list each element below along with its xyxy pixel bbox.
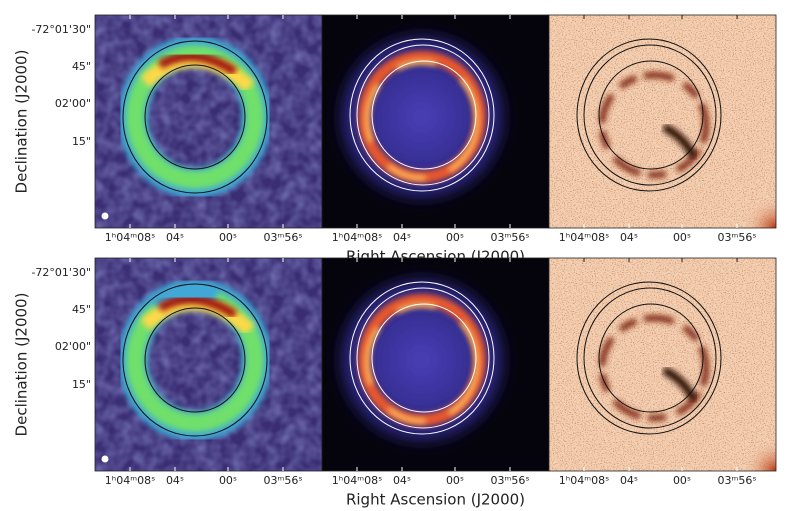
y-tick-label: 45" <box>72 303 91 316</box>
y-tick-label: -72°01'30" <box>31 23 91 36</box>
image-panel <box>548 14 777 229</box>
contour <box>122 283 268 437</box>
beam <box>101 212 109 220</box>
x-tick-label: 1ʰ04ᵐ08ˢ <box>559 231 609 244</box>
ring-hot <box>365 60 479 180</box>
contour <box>371 60 477 170</box>
x-tick-label: 1ʰ04ᵐ08ˢ <box>105 474 155 487</box>
contour <box>349 38 495 192</box>
hot-arc <box>157 52 238 76</box>
x-tick-label: 00ˢ <box>219 231 237 244</box>
dark-knot <box>662 366 698 402</box>
contour <box>144 307 246 413</box>
panel-frame <box>548 257 777 472</box>
image-panel <box>548 257 777 472</box>
x-tick-label: 03ᵐ56ˢ <box>491 231 530 244</box>
dark-knot <box>662 123 698 159</box>
x-tick-label: 04ˢ <box>166 474 184 487</box>
x-tick-label: 1ʰ04ᵐ08ˢ <box>332 474 382 487</box>
y-axis-label: Declination (J2000) <box>13 50 31 194</box>
y-tick-label: -72°01'30" <box>31 266 91 279</box>
image-panel <box>321 14 550 229</box>
y-tick-label: 15" <box>72 378 91 391</box>
x-tick-label: 03ᵐ56ˢ <box>718 231 757 244</box>
contour <box>356 287 490 429</box>
contour <box>598 303 704 413</box>
x-tick-label: 00ˢ <box>219 474 237 487</box>
y-axis-label: Declination (J2000) <box>13 293 31 437</box>
image-panel <box>321 257 550 472</box>
contour <box>598 60 704 170</box>
glow <box>330 268 514 452</box>
x-tick-label: 03ᵐ56ˢ <box>264 231 303 244</box>
ring <box>126 288 264 432</box>
filaments <box>599 315 709 421</box>
x-tick-label: 03ᵐ56ˢ <box>491 474 530 487</box>
x-tick-label: 00ˢ <box>446 474 464 487</box>
contour <box>583 287 717 429</box>
x-tick-label: 1ʰ04ᵐ08ˢ <box>105 231 155 244</box>
contour <box>576 38 722 192</box>
x-tick-label: 00ˢ <box>673 231 691 244</box>
contour <box>144 64 246 170</box>
hot-arc <box>157 295 238 319</box>
x-tick-label: 04ˢ <box>620 231 638 244</box>
y-tick-label: 02'00" <box>55 340 91 353</box>
glow <box>330 25 514 209</box>
x-axis-label: Right Ascension (J2000) <box>346 491 525 509</box>
contour <box>122 40 268 194</box>
x-tick-label: 00ˢ <box>673 474 691 487</box>
x-tick-label: 03ᵐ56ˢ <box>264 474 303 487</box>
corner-glow <box>549 15 776 228</box>
x-tick-label: 04ˢ <box>393 231 411 244</box>
contour <box>349 281 495 435</box>
panel-frame <box>548 14 777 229</box>
x-tick-label: 03ᵐ56ˢ <box>718 474 757 487</box>
x-tick-label: 04ˢ <box>166 231 184 244</box>
x-tick-label: 1ʰ04ᵐ08ˢ <box>332 231 382 244</box>
contour <box>583 44 717 186</box>
contour <box>576 281 722 435</box>
contour <box>371 303 477 413</box>
ring-hot <box>365 303 479 423</box>
x-tick-label: 00ˢ <box>446 231 464 244</box>
beam <box>101 455 109 463</box>
y-tick-label: 02'00" <box>55 97 91 110</box>
x-tick-label: 1ʰ04ᵐ08ˢ <box>559 474 609 487</box>
filaments <box>599 72 709 178</box>
image-panel <box>94 14 323 229</box>
y-tick-label: 15" <box>72 135 91 148</box>
contour <box>356 44 490 186</box>
y-tick-label: 45" <box>72 60 91 73</box>
x-tick-label: 04ˢ <box>393 474 411 487</box>
x-tick-label: 04ˢ <box>620 474 638 487</box>
corner-glow <box>549 258 776 471</box>
image-panel <box>94 257 323 472</box>
